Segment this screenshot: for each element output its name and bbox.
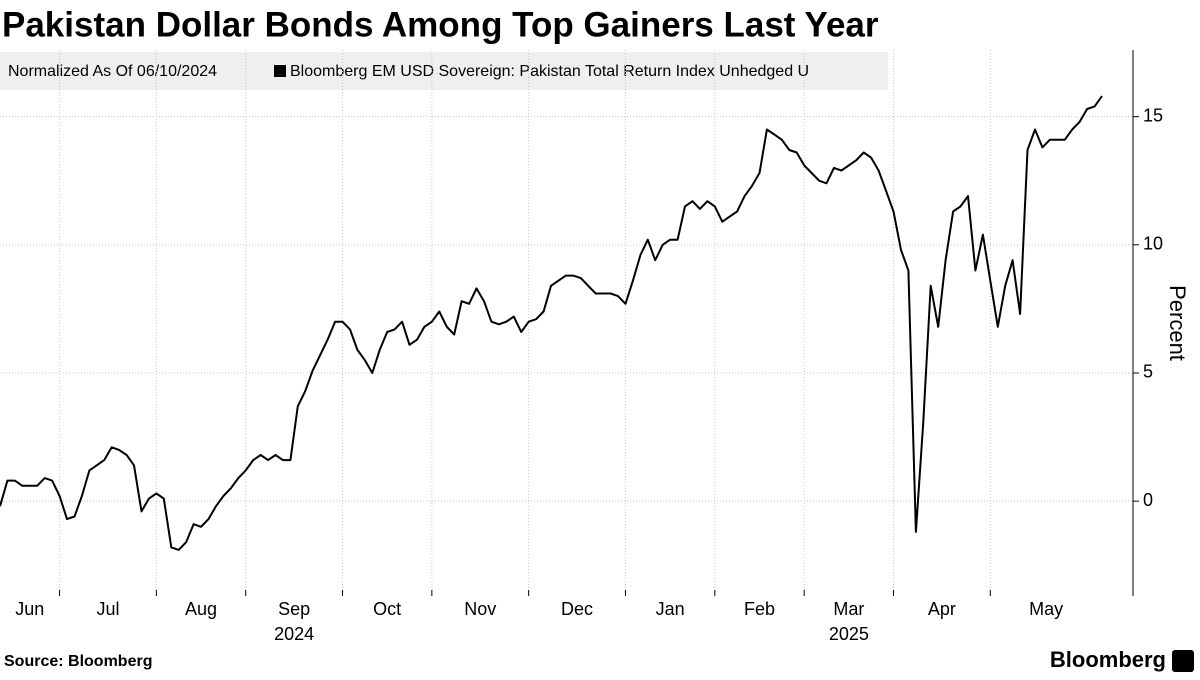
y-tick-label: 15: [1143, 105, 1163, 125]
x-tick-label: Jul: [96, 599, 119, 619]
x-tick-label: Feb: [744, 599, 775, 619]
x-tick-label: Apr: [928, 599, 956, 619]
x-tick-label: May: [1029, 599, 1063, 619]
x-tick-label: Jan: [656, 599, 685, 619]
subtitle: Normalized As Of 06/10/2024: [8, 63, 217, 80]
logo: Bloomberg: [1050, 647, 1166, 672]
x-tick-label: Jun: [15, 599, 44, 619]
source: Source: Bloomberg: [4, 653, 152, 670]
chart-title: Pakistan Dollar Bonds Among Top Gainers …: [2, 5, 879, 44]
y-tick-label: 5: [1143, 362, 1153, 382]
logo-icon: [1172, 650, 1194, 672]
x-tick-label: Sep: [278, 599, 310, 619]
legend-label: Bloomberg EM USD Sovereign: Pakistan Tot…: [290, 63, 809, 80]
x-tick-label: Oct: [373, 599, 401, 619]
x-tick-label: Aug: [185, 599, 217, 619]
x-tick-label: Dec: [561, 599, 593, 619]
legend-background: [0, 52, 888, 90]
x-year-label: 2025: [829, 624, 869, 644]
y-tick-label: 0: [1143, 490, 1153, 510]
data-line: [0, 95, 1103, 551]
legend-swatch: [274, 65, 286, 77]
y-axis-label: Percent: [1165, 285, 1190, 361]
y-tick-label: 10: [1143, 234, 1163, 254]
x-year-label: 2024: [274, 624, 314, 644]
x-tick-label: Mar: [833, 599, 864, 619]
x-tick-label: Nov: [464, 599, 496, 619]
